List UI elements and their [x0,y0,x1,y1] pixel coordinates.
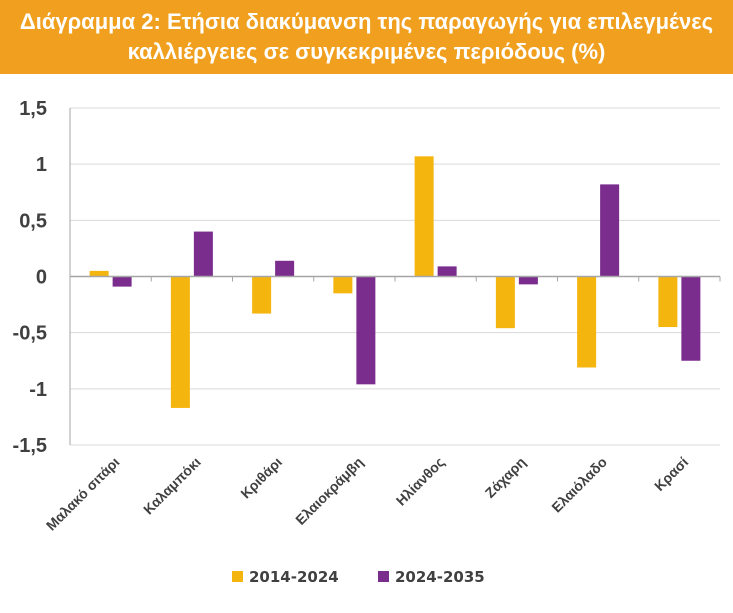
bar-2024-2035 [112,276,132,287]
bar-2024-2035 [356,276,376,385]
bar-2024-2035 [437,266,457,277]
bar-2024-2035 [681,276,701,361]
bar-2014-2024 [252,276,272,314]
bar-2014-2024 [495,276,515,329]
y-tick-label: -0,5 [13,323,47,345]
y-tick-label: -1,5 [13,435,47,457]
bar-2014-2024 [170,276,190,408]
chart-title-line-2: καλλιέργειες σε συγκεκριμένες περιόδους … [127,39,606,64]
bar-2014-2024 [414,156,434,277]
legend-label: 2014-2024 [249,568,339,586]
x-tick-label: Ελαιόλαδο [548,454,610,516]
x-tick-label: Κριθάρι [237,454,285,502]
x-tick-label: Μαλακό σιτάρι [43,454,123,534]
bar-2014-2024 [577,276,597,368]
bar-2014-2024 [658,276,678,328]
y-tick-label: 0,5 [19,210,47,232]
chart-title-line-1: Διάγραμμα 2: Ετήσια διακύμανση της παραγ… [19,9,714,34]
x-tick-label: Καλαμπόκι [140,454,204,518]
x-tick-label: Κρασί [651,454,691,494]
legend-swatch [378,571,389,582]
bar-2024-2035 [600,184,620,277]
chart-title-banner: Διάγραμμα 2: Ετήσια διακύμανση της παραγ… [0,0,733,74]
bar-2024-2035 [193,231,213,277]
legend-swatch [232,571,243,582]
bar-2024-2035 [518,276,538,285]
legend-label: 2024-2035 [395,568,485,586]
x-tick-label: Ηλίανθος [393,454,448,509]
y-tick-label: 1,5 [19,98,47,120]
bar-2014-2024 [333,276,353,294]
bar-2024-2035 [275,260,295,277]
bar-2014-2024 [89,270,109,277]
x-tick-label: Ζάχαρη [482,454,529,501]
y-tick-label: 1 [36,154,47,176]
x-tick-label: Ελαιοκράμβη [292,454,366,528]
y-tick-label: 0 [36,267,47,289]
y-tick-label: -1 [29,379,47,401]
